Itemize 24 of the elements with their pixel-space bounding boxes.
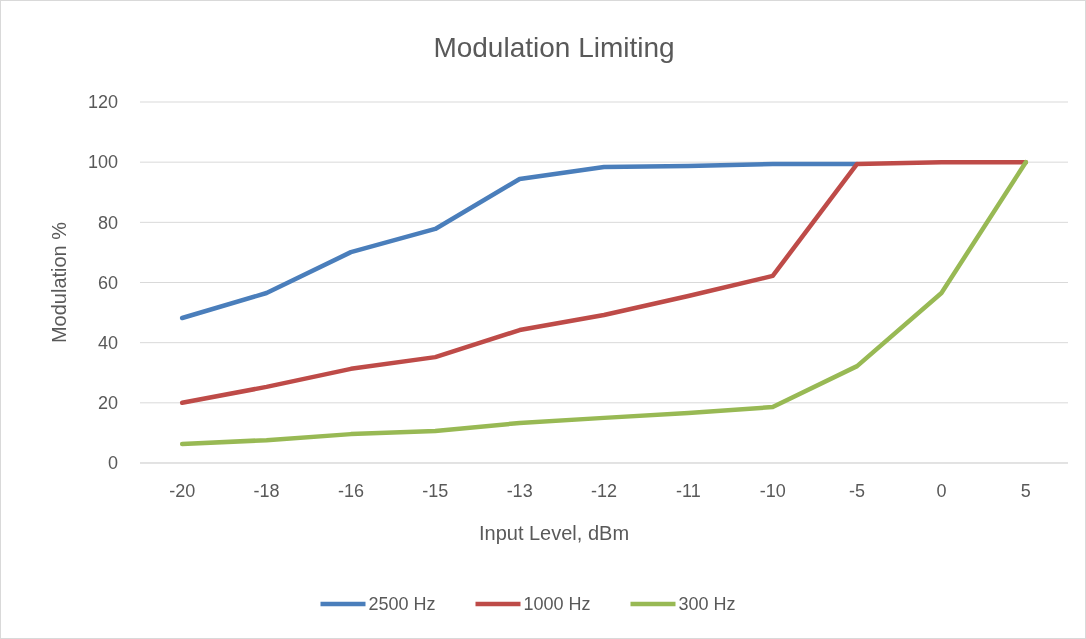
y-tick-label: 0 [107,453,118,474]
y-tick-label: 80 [97,212,118,233]
x-tick-label: -11 [676,481,701,501]
y-tick-label: 60 [97,272,118,293]
x-tick-label: -20 [169,481,196,501]
y-axis-title: Modulation % [48,221,70,344]
legend-label: 1000 Hz [523,594,591,615]
x-tick-label: -18 [253,481,280,501]
y-tick-label: 100 [87,152,118,173]
x-axis-title: Input Level, dBm [478,522,630,544]
legend-label: 2500 Hz [368,594,436,615]
x-tick-label: -13 [506,481,533,501]
x-tick-label: -15 [422,481,449,501]
x-tick-label: 5 [1020,481,1031,501]
y-tick-label: 20 [97,393,118,414]
legend-label: 300 Hz [678,594,736,615]
y-tick-label: 40 [97,332,118,353]
y-tick-label: 120 [87,92,118,113]
x-tick-label: -10 [759,481,786,501]
x-tick-label: -12 [590,481,618,501]
x-tick-label: -16 [337,481,364,501]
x-tick-label: -5 [849,481,866,501]
chart-title: Modulation Limiting [433,32,675,63]
x-tick-label: 0 [936,481,947,501]
